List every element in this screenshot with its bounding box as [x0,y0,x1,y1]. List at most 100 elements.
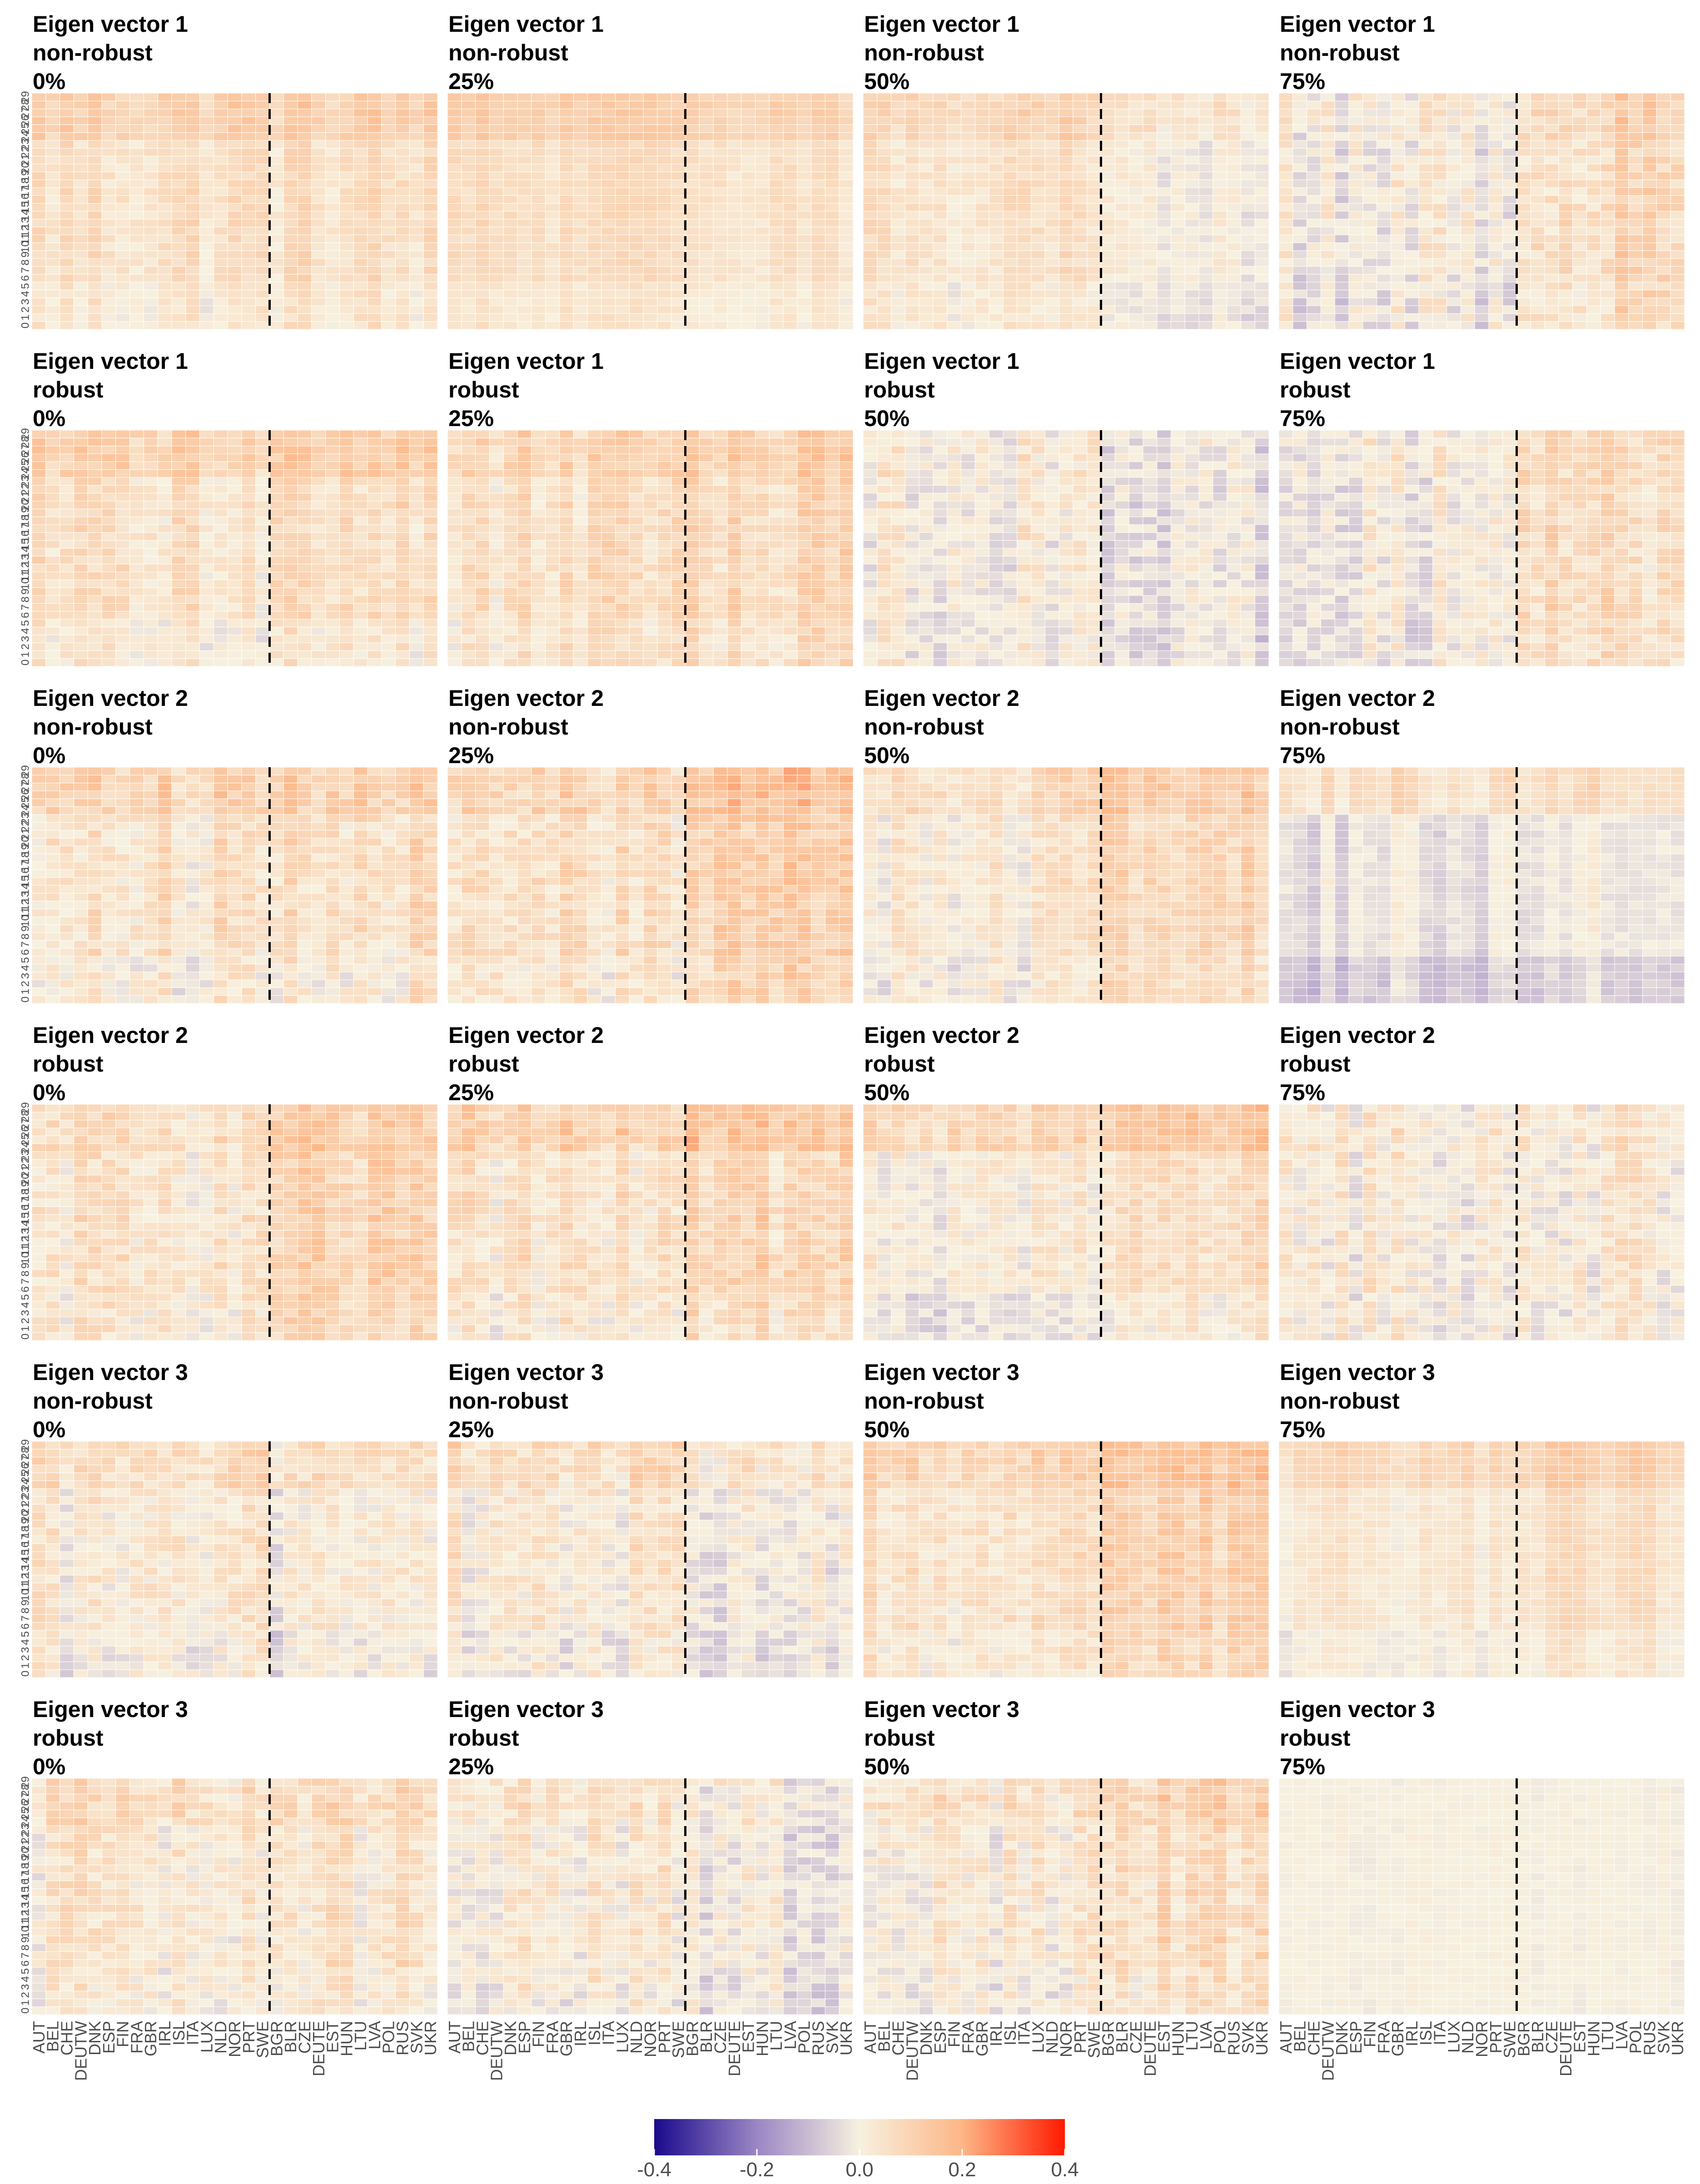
heatmap-cell [1320,218,1335,228]
heatmap-cell [1432,156,1447,164]
heatmap-cell [489,305,504,314]
heatmap-cell [447,658,462,667]
heatmap-cell [811,132,825,141]
heatmap-cell [1213,148,1228,157]
y-tick-label: 27 [20,107,32,119]
heatmap-cell [825,548,840,556]
heatmap-cell [699,579,714,588]
heatmap-cell [409,195,424,204]
heatmap-cell [1184,266,1199,275]
heatmap-cell [45,258,60,267]
heatmap-cell [1418,171,1433,180]
heatmap-cell [1460,93,1475,101]
heatmap-cell [1656,100,1671,109]
heatmap-cell [101,453,116,462]
heatmap-cell [255,234,270,243]
heatmap-cell [143,109,158,117]
heatmap-cell [503,642,518,651]
heatmap-cell [1031,100,1045,109]
heatmap-cell [615,595,630,604]
heatmap-cell [797,171,812,180]
heatmap-cell [115,469,130,478]
heatmap-cell [45,446,60,454]
heatmap-cell [769,171,784,180]
heatmap-cell [587,132,602,141]
heatmap-cell [269,437,284,447]
heatmap-cell [213,227,228,235]
heatmap-cell [143,619,158,627]
heatmap-cell [1198,282,1213,290]
heatmap-cell [1157,109,1171,117]
heatmap-cell [283,148,298,157]
heatmap-cell [741,156,756,164]
heatmap-cell [769,218,784,228]
heatmap-cell [797,164,812,172]
heatmap-cell [919,227,934,235]
heatmap-cell [185,626,200,635]
heatmap-cell [1544,124,1559,133]
heatmap-cell [1656,298,1671,306]
heatmap-cell [157,298,172,306]
heatmap-cell [1059,93,1074,101]
heatmap-cell [503,242,518,251]
heatmap-cell [671,642,686,651]
heatmap-cell [974,109,989,117]
heatmap-cell [1586,140,1601,149]
heatmap-cell [573,289,588,298]
heatmap-cell [671,156,686,164]
heatmap-cell [615,116,630,125]
heatmap-cell [185,477,200,486]
heatmap-cell [573,313,588,322]
heatmap-cell [1278,116,1293,125]
heatmap-cell [1213,140,1228,149]
heatmap-cell [227,477,242,486]
heatmap-cell [783,124,798,133]
heatmap-cell [1586,234,1601,243]
heatmap-cell [45,603,60,612]
heatmap-cell [255,430,270,438]
heatmap-cell [1572,218,1587,228]
heatmap-cell [461,548,476,556]
heatmap-cell [353,242,368,251]
heatmap-cell [227,321,242,330]
heatmap-cell [213,595,228,604]
heatmap-cell [31,187,46,196]
heatmap-cell [1642,298,1657,306]
heatmap-cell [409,282,424,290]
heatmap-cell [475,650,490,659]
heatmap-cell [1460,156,1475,164]
heatmap-cell [325,282,340,290]
heatmap-cell [367,100,382,109]
heatmap-cell [1044,218,1059,228]
heatmap-cell [1059,242,1074,251]
heatmap-cell [671,124,686,133]
heatmap-cell [1362,313,1377,322]
heatmap-cell [269,156,284,164]
heatmap-cell [489,516,504,525]
heatmap-cell [1516,313,1531,322]
heatmap-cell [199,187,214,196]
heatmap-cell [311,156,326,164]
heatmap-cell [409,516,424,525]
heatmap-cell [1114,187,1129,196]
heatmap-cell [769,234,784,243]
heatmap-cell [367,211,382,219]
heatmap-cell [1460,218,1475,228]
heatmap-cell [101,124,116,133]
heatmap-cell [1170,211,1185,219]
heatmap-cell [1227,258,1241,267]
heatmap-cell [325,619,340,627]
heatmap-cell [73,571,88,580]
heatmap-cell [1656,234,1671,243]
heatmap-cell [171,611,186,620]
heatmap-cell [353,132,368,141]
heatmap-cell [1100,274,1115,283]
heatmap-cell [353,595,368,604]
heatmap-cell [395,298,410,306]
heatmap-cell [395,171,410,180]
heatmap-cell [1572,109,1587,117]
y-tick-label: 17 [20,185,32,198]
heatmap-cell [1320,298,1335,306]
heatmap-cell [545,274,560,283]
heatmap-cell [1213,156,1228,164]
